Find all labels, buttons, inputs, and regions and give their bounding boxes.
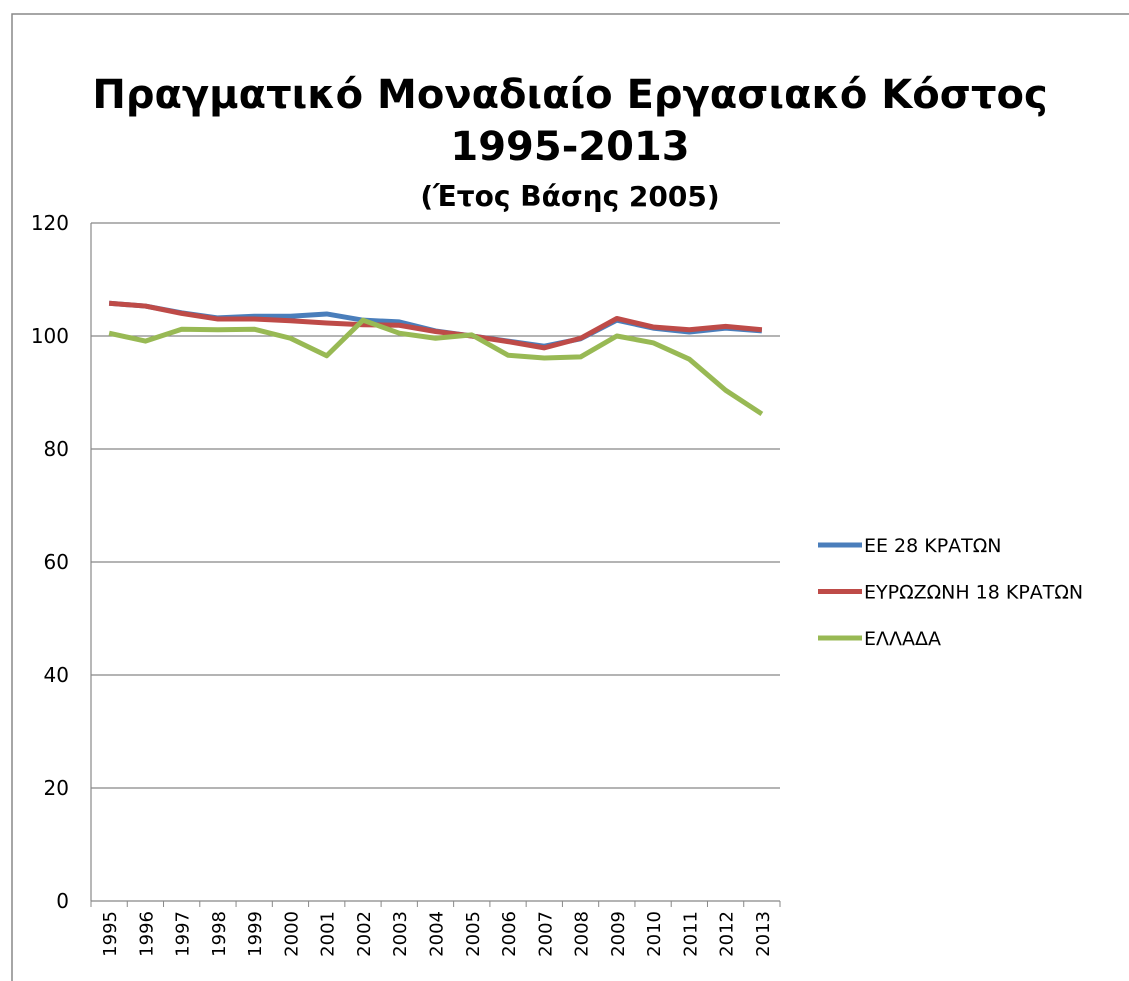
y-tick-label: 100	[31, 324, 69, 348]
chart-title: 1995-2013	[450, 124, 689, 170]
x-tick-label: 2011	[680, 911, 701, 957]
legend-label: ΕΥΡΩΖΩΝΗ 18 ΚΡΑΤΩΝ	[864, 582, 1083, 604]
y-tick-label: 0	[56, 889, 69, 913]
series-line	[108, 317, 764, 417]
y-tick-label: 20	[44, 776, 69, 800]
x-tick-label: 2000	[281, 911, 302, 957]
x-tick-label: 2012	[717, 911, 738, 957]
chart-subtitle: (Έτος Βάσης 2005)	[420, 180, 719, 213]
chart-title: Πραγματικό Μοναδιαίο Εργασιακό Κόστος	[92, 72, 1047, 118]
y-tick-label: 60	[44, 550, 69, 574]
legend-label: ΕΕ 28 ΚΡΑΤΩΝ	[864, 535, 1002, 557]
x-tick-label: 2013	[753, 911, 774, 957]
x-tick-label: 2001	[318, 911, 339, 957]
x-tick-label: 2009	[608, 911, 629, 957]
x-tick-label: 1998	[209, 911, 230, 957]
x-tick-label: 2003	[390, 911, 411, 957]
series-line	[108, 300, 763, 351]
x-tick-label: 2010	[644, 911, 665, 957]
x-tick-label: 2007	[535, 911, 556, 957]
legend-label: ΕΛΛΑΔΑ	[864, 628, 941, 650]
chart-border	[11, 13, 1129, 981]
y-tick-label: 120	[31, 211, 69, 235]
x-tick-label: 2006	[499, 911, 520, 957]
x-tick-label: 1997	[173, 911, 194, 957]
x-tick-label: 2005	[463, 911, 484, 957]
x-tick-label: 1995	[100, 911, 121, 957]
y-tick-label: 80	[44, 437, 69, 461]
x-tick-label: 1999	[245, 911, 266, 957]
x-tick-label: 1996	[136, 911, 157, 957]
x-tick-label: 2004	[427, 911, 448, 957]
x-tick-label: 2002	[354, 911, 375, 957]
y-tick-label: 40	[44, 663, 69, 687]
x-tick-label: 2008	[572, 911, 593, 957]
